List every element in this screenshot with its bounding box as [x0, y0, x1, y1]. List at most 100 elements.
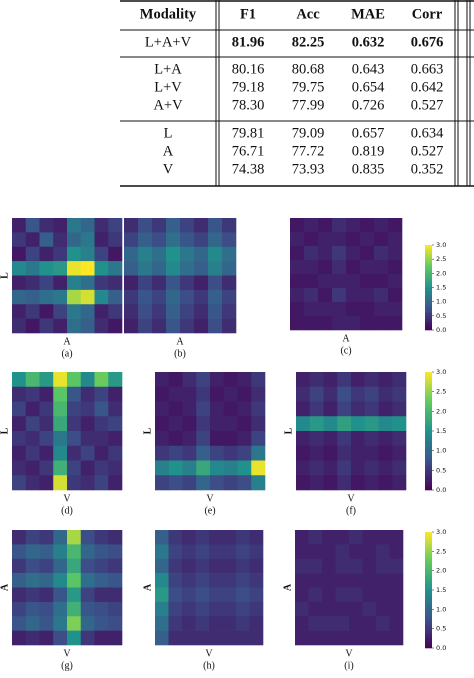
table-cell: 74.38 — [232, 161, 265, 177]
colorbar-step — [425, 541, 432, 544]
heatmap-cell — [124, 261, 139, 276]
heatmap-cell — [12, 275, 27, 291]
heatmap-cell — [108, 218, 123, 233]
colorbar-step — [425, 564, 432, 568]
heatmap-cell — [236, 630, 250, 646]
colorbar-tick-label: 0.5 — [436, 312, 446, 320]
heatmap-cell — [296, 431, 311, 447]
heatmap-cell — [94, 218, 109, 233]
colorbar-step — [425, 281, 432, 284]
colorbar-step — [425, 417, 432, 420]
heatmap-cell — [80, 318, 95, 334]
heatmap-cell — [80, 304, 95, 319]
heatmap-cell — [196, 445, 211, 461]
heatmap-cell — [155, 558, 169, 574]
heatmap-cell — [392, 401, 407, 417]
heatmap-cell — [182, 401, 197, 417]
colorbar-step — [425, 324, 432, 327]
heatmap-cell — [360, 288, 375, 303]
colorbar-step — [425, 245, 432, 247]
heatmap-cell — [209, 573, 223, 588]
colorbar-step — [425, 576, 432, 579]
heatmap-cell — [249, 530, 264, 545]
heatmap-cell — [53, 475, 68, 491]
heatmap-cell — [362, 601, 377, 617]
colorbar-step — [425, 582, 432, 585]
colorbar-step — [425, 549, 432, 552]
heatmap-cell — [364, 475, 379, 491]
heatmap-cell — [308, 616, 323, 631]
heatmap-cell — [180, 318, 195, 334]
heatmap-cell — [322, 616, 336, 631]
heatmap-cell — [210, 401, 225, 417]
heatmap-cell — [237, 401, 252, 417]
colorbar-step — [425, 432, 432, 436]
heatmap-cell — [168, 431, 183, 447]
heatmap-cell — [166, 318, 181, 334]
heatmap-cell — [80, 460, 95, 476]
heatmap-cell — [94, 475, 109, 491]
heatmap-cell — [351, 386, 366, 402]
colorbar-step — [425, 557, 432, 560]
heatmap-cell — [39, 275, 54, 291]
table-cell: L+V — [154, 79, 182, 95]
heatmap-cell — [388, 288, 403, 303]
figure-label: (a) — [61, 348, 72, 359]
heatmap-cell — [80, 232, 95, 248]
colorbar-step — [425, 535, 432, 539]
heatmap-cell — [210, 416, 225, 432]
heatmap-cell — [12, 401, 27, 417]
heatmap-cell — [39, 318, 54, 334]
heatmap-cell — [53, 386, 68, 402]
heatmap-cell — [362, 573, 377, 588]
heatmap-cell — [223, 445, 238, 461]
colorbar-step — [425, 440, 432, 444]
heatmap-cell — [195, 530, 210, 545]
heatmap-cell — [194, 318, 209, 334]
heatmap-cell — [53, 630, 68, 646]
heatmap-cell — [94, 372, 109, 388]
heatmap-cell — [152, 275, 167, 291]
colorbar: 0.0 0.5 1.0 1.5 2.0 2.5 3.0 — [425, 528, 446, 652]
heatmap-cell — [94, 587, 109, 603]
heatmap-cell — [318, 302, 333, 317]
heatmap-cell — [208, 304, 223, 319]
heatmap-cell — [337, 386, 352, 402]
heatmap-cell — [349, 544, 363, 560]
heatmap-cell — [168, 601, 183, 617]
figure-label: (d) — [61, 505, 73, 516]
colorbar-step — [425, 264, 432, 267]
colorbar-step — [425, 545, 432, 548]
heatmap-cell — [195, 573, 210, 588]
heatmap — [12, 530, 123, 646]
heatmap-cell — [194, 304, 209, 319]
colorbar-step — [425, 254, 432, 257]
heatmap — [12, 218, 123, 334]
heatmap-cell — [138, 261, 153, 276]
heatmap-cell — [108, 630, 123, 646]
colorbar-step — [425, 262, 432, 264]
heatmap-cell — [152, 261, 167, 276]
colorbar-step — [425, 470, 432, 473]
heatmap-cell — [67, 530, 82, 545]
heatmap-cell — [53, 275, 68, 291]
heatmap-cell — [332, 232, 347, 247]
colorbar-step — [425, 537, 432, 541]
colorbar-step — [425, 372, 432, 375]
colorbar-step — [425, 403, 432, 406]
x-axis-label: V — [205, 648, 213, 659]
heatmap-cell — [25, 318, 40, 334]
colorbar-step — [425, 311, 432, 314]
heatmap-cell — [155, 601, 169, 617]
heatmap-cell — [208, 246, 223, 262]
colorbar-tick-label: 2.0 — [436, 567, 446, 575]
colorbar-step — [425, 474, 432, 477]
heatmap-cell — [166, 246, 181, 262]
colorbar-step — [425, 532, 432, 535]
table-cell: 77.99 — [292, 97, 325, 113]
colorbar-tick-label: 0.5 — [436, 625, 446, 633]
heatmap-cell — [80, 416, 95, 432]
heatmap-cell — [388, 232, 403, 247]
table-cell: A+V — [153, 97, 183, 113]
colorbar-step — [425, 646, 432, 649]
